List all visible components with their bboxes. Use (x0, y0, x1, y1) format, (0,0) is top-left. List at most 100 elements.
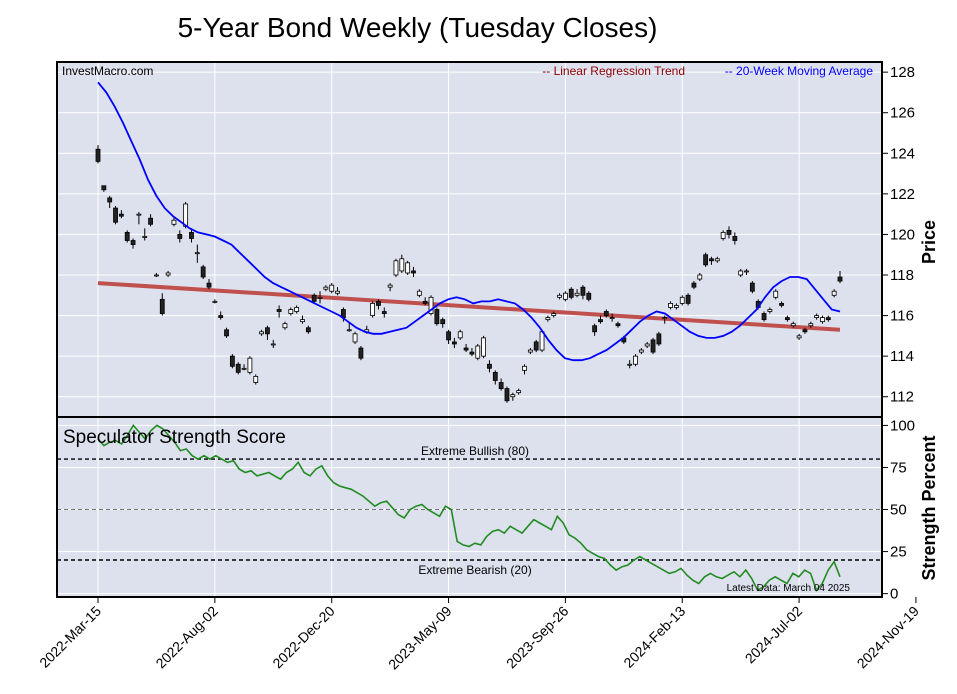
strength-score-line (97, 424, 841, 592)
candle-body (95, 148, 101, 162)
candle-body (352, 333, 358, 343)
candle-body (259, 331, 264, 335)
candle-body (522, 365, 527, 371)
candle-body (814, 315, 820, 319)
x-tick-label: 2023-Sep-26 (503, 603, 572, 672)
strength-grid (57, 417, 917, 597)
candle-body (638, 349, 644, 353)
strength-tick-label: 75 (890, 459, 907, 476)
candle-body (276, 309, 282, 312)
candle-body (305, 327, 311, 333)
candle-body (457, 331, 463, 339)
candle-body (446, 331, 451, 341)
candle-body (697, 274, 703, 280)
candle-body (545, 317, 551, 321)
candle-body (767, 309, 773, 312)
candle-body (662, 317, 668, 320)
candle-body (504, 388, 510, 402)
candle-body (627, 363, 633, 366)
x-axis: 2022-Mar-15 2022-Aug-02 2022-Dec-20 2023-Ma… (36, 597, 922, 672)
candle-body (580, 286, 586, 296)
candle-body (726, 229, 732, 235)
candle-body (393, 260, 399, 276)
candle-body (154, 274, 159, 277)
candle-body (253, 376, 259, 383)
candle-body (428, 296, 434, 314)
candle-body (738, 270, 744, 276)
candle-body (475, 345, 481, 359)
candle-body (527, 349, 533, 353)
candle-body (422, 300, 428, 304)
candle-body (487, 363, 492, 369)
candle-body (194, 252, 200, 255)
x-tick-label: 2022-Aug-02 (152, 603, 221, 672)
x-tick-label: 2023-May-09 (385, 603, 455, 673)
candle-body (820, 317, 825, 323)
candle-body (837, 276, 843, 282)
candle-body (732, 236, 738, 241)
price-tick-label: 112 (890, 389, 914, 406)
candle-body (405, 262, 411, 274)
candle-body (177, 234, 183, 239)
candle-body (200, 266, 206, 278)
candle-body (633, 355, 638, 365)
price-panel (57, 62, 882, 417)
candle-body (235, 363, 241, 373)
candle-body (498, 382, 504, 389)
strength-axis: 0 25 50 75 100 (882, 417, 915, 603)
candle-body (376, 300, 381, 306)
price-grid (57, 62, 917, 417)
candle-body (644, 343, 650, 347)
candle-body (779, 302, 784, 306)
candle-body (563, 292, 568, 300)
strength-panel (57, 417, 882, 597)
candle-body (294, 307, 300, 312)
candle-body (598, 319, 603, 323)
candle-body (411, 270, 416, 274)
candle-body (118, 213, 124, 217)
candle-body (603, 311, 609, 316)
candle-body (440, 319, 446, 325)
candle-body (802, 329, 808, 333)
candle-body (387, 284, 393, 288)
candle-body (399, 258, 405, 272)
candles (95, 145, 843, 403)
candle-body (189, 231, 194, 239)
price-tick-label: 126 (890, 105, 915, 122)
candle-body (218, 315, 224, 319)
strength-tick-label: 25 (890, 544, 907, 561)
extreme-bearish-label: Extreme Bearish (20) (418, 563, 531, 577)
candle-body (416, 290, 422, 296)
candle-body (586, 292, 592, 300)
x-tick-label: 2024-Nov-19 (854, 603, 923, 672)
candle-body (592, 325, 598, 333)
regression-trend (97, 281, 841, 332)
candle-body (346, 329, 352, 332)
candle-body (685, 294, 691, 304)
price-axis-label: Price (919, 220, 939, 264)
candle-body (107, 197, 113, 203)
latest-data-label: Latest Data: March 04 2025 (727, 583, 851, 594)
candle-body (270, 343, 276, 346)
candle-body (265, 327, 270, 335)
candle-body (510, 394, 516, 398)
price-tick-label: 120 (890, 226, 915, 243)
candle-body (551, 313, 557, 316)
candle-body (165, 272, 171, 276)
candle-body (720, 231, 726, 239)
candle-body (142, 236, 148, 238)
candle-body (679, 296, 685, 304)
candle-body (159, 298, 165, 314)
candle-body (703, 254, 709, 266)
legend-moving-average: -- 20-Week Moving Average (725, 64, 874, 78)
candle-body (136, 213, 142, 216)
candle-body (668, 302, 673, 308)
candle-body (568, 288, 574, 298)
price-tick-label: 122 (890, 186, 915, 203)
candle-body (317, 296, 323, 299)
watermark: InvestMacro.com (62, 64, 153, 78)
candle-body (761, 313, 767, 321)
candle-body (533, 341, 539, 351)
candle-body (785, 317, 790, 321)
